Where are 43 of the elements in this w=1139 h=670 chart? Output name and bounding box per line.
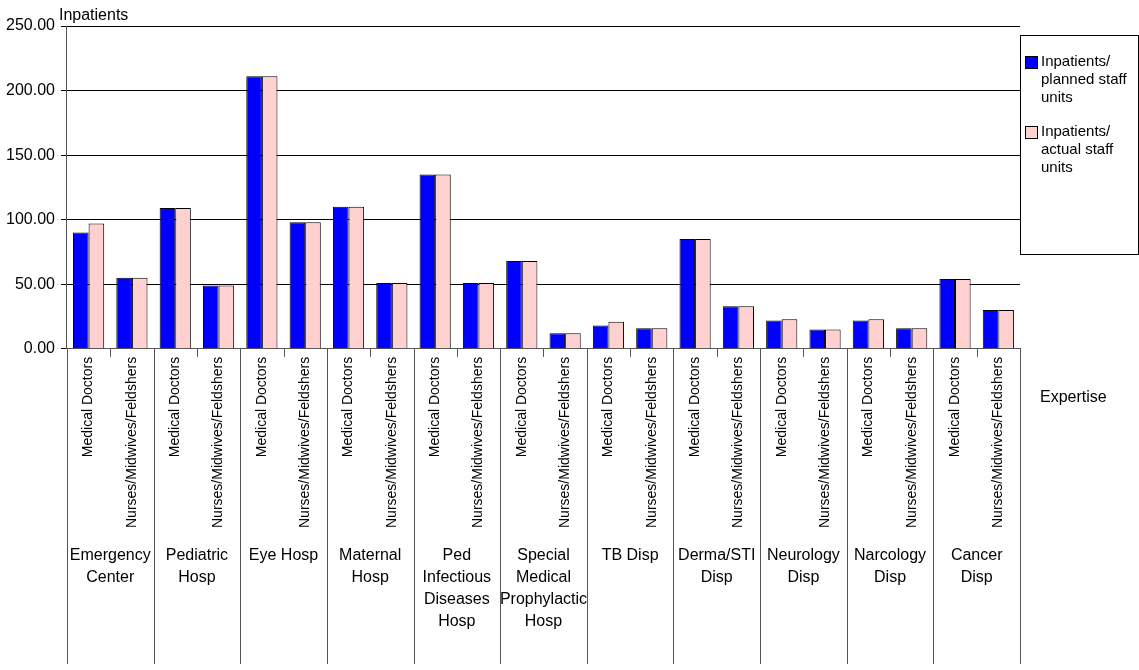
text: Ped Infectious Diseases Hosp <box>422 546 492 630</box>
y-tick-label: 100.00 <box>6 210 56 228</box>
x-tick-label: Nurses/Midwives/Feldshers <box>122 356 139 529</box>
x-tick-label: Medical Doctors <box>166 356 183 458</box>
x-tick-label: Medical Doctors <box>859 356 876 458</box>
y-tick-label: 50.00 <box>14 274 56 292</box>
x-tick-label: Medical Doctors <box>945 356 962 458</box>
x-tick-label: Nurses/Midwives/Feldshers <box>209 356 226 529</box>
text: Neurology Disp <box>766 546 840 586</box>
y-tick-label: 0.00 <box>23 339 56 357</box>
x-tick-label: Nurses/Midwives/Feldshers <box>296 356 313 529</box>
x-tick-label: Medical Doctors <box>599 356 616 458</box>
x-tick-label: Nurses/Midwives/Feldshers <box>555 356 572 529</box>
x-tick-label: Nurses/Midwives/Feldshers <box>469 356 486 529</box>
y-tick-label: 150.00 <box>6 145 56 163</box>
text: Derma/STI Disp <box>678 546 756 586</box>
text: Special Medical Prophylactic Hosp <box>499 546 588 630</box>
legend-label: Inpatients/ planned staff units <box>1041 52 1128 106</box>
x-tick-label: Nurses/Midwives/Feldshers <box>815 356 832 529</box>
text: Narcology Disp <box>854 546 927 586</box>
y-tick-label: 250.00 <box>6 16 56 34</box>
text: Cancer Disp <box>950 546 1004 586</box>
x-tick-label: Nurses/Midwives/Feldshers <box>989 356 1006 529</box>
x-tick-label: Medical Doctors <box>79 356 96 458</box>
x-tick-label: Medical Doctors <box>426 356 443 458</box>
x-tick-label: Medical Doctors <box>252 356 269 458</box>
text: Maternal Hosp <box>339 546 402 586</box>
y-axis-title: Inpatients <box>58 6 129 24</box>
legend-label: Inpatients/ actual staff units <box>1041 122 1115 176</box>
x-tick-label: Nurses/Midwives/Feldshers <box>382 356 399 529</box>
x-tick-label: Medical Doctors <box>685 356 702 458</box>
x-axis-title: Expertise <box>1040 388 1107 406</box>
text: Eye Hosp <box>248 546 319 564</box>
x-tick-label: Nurses/Midwives/Feldshers <box>642 356 659 529</box>
y-tick-label: 200.00 <box>6 80 56 98</box>
x-tick-label: Medical Doctors <box>339 356 356 458</box>
text: Emergency Center <box>69 546 151 586</box>
x-tick-label: Nurses/Midwives/Feldshers <box>729 356 746 529</box>
text: Pediatric Hosp <box>165 546 229 586</box>
x-tick-label: Medical Doctors <box>512 356 529 458</box>
x-tick-label: Medical Doctors <box>772 356 789 458</box>
text: TB Disp <box>601 546 659 564</box>
x-tick-label: Nurses/Midwives/Feldshers <box>902 356 919 529</box>
